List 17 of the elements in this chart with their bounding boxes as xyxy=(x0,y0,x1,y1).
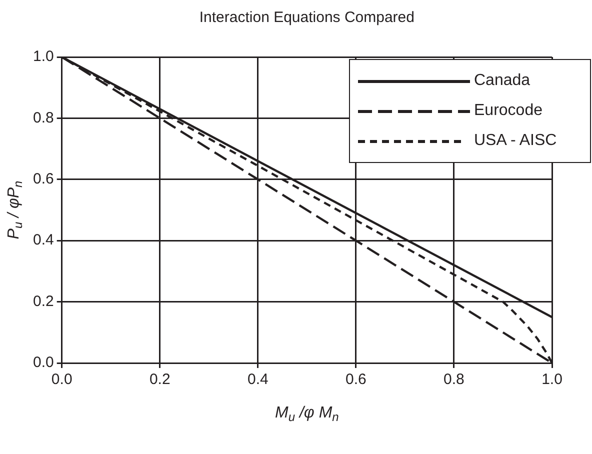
y-tick-label: 0.8 xyxy=(32,109,54,126)
x-tick-label: 0.6 xyxy=(346,371,366,388)
legend-label: Eurocode xyxy=(474,102,542,120)
y-tick-label: 0.2 xyxy=(32,292,54,310)
x-tick-label: 0.2 xyxy=(149,371,170,388)
y-tick-label: 1.0 xyxy=(32,48,54,66)
y-axis-title: Pu / φPn xyxy=(5,180,26,240)
x-tick-label: 1.0 xyxy=(542,371,562,388)
y-tick-label: 0.0 xyxy=(32,354,54,372)
y-tick-label: 0.4 xyxy=(32,232,54,249)
y-tick-label: 0.6 xyxy=(32,170,54,188)
x-tick-label: 0.0 xyxy=(51,371,72,388)
chart-title: Interaction Equations Compared xyxy=(199,9,414,26)
legend-label: Canada xyxy=(474,72,530,90)
x-tick-label: 0.4 xyxy=(247,371,268,388)
x-tick-label: 0.8 xyxy=(444,371,464,388)
legend-label: USA - AISC xyxy=(474,132,557,150)
